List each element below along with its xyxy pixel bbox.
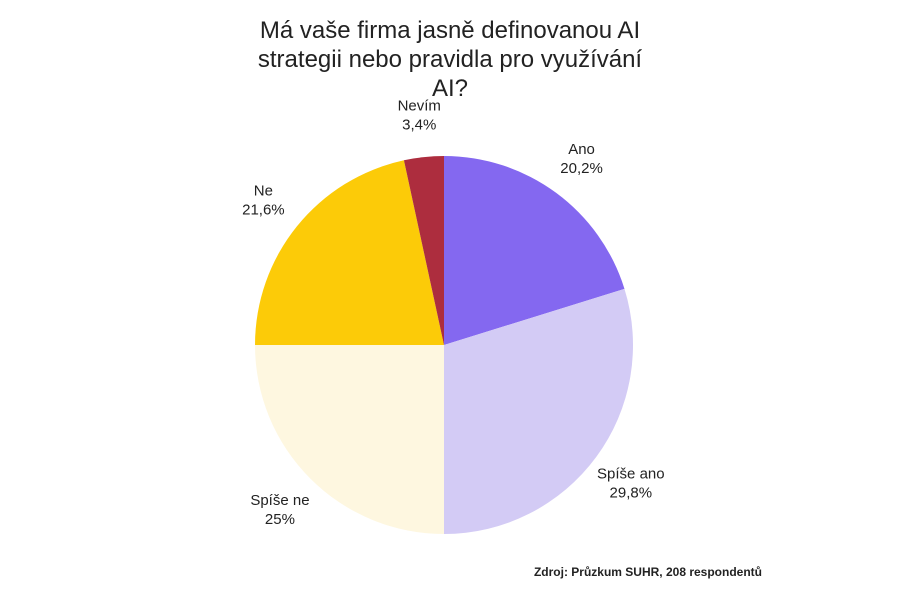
slice-label-ano: Ano	[568, 141, 595, 158]
slice-label-nevim: Nevím	[398, 97, 441, 114]
pie-labels: Ano 20,2% Spíše ano 29,8% Spíše ne 25% Ne 21,6%…	[242, 97, 664, 528]
slice-value-spise-ne: 25%	[265, 511, 295, 528]
pie-slice-ano	[444, 156, 625, 345]
chart-title: Má vaše firma jasně definovanou AI strat…	[257, 17, 643, 102]
slice-label-spise-ano: Spíše ano	[597, 466, 665, 483]
source-note: Zdroj: Průzkum SUHR, 208 respondentů	[533, 565, 762, 579]
pie-slice-spise-ne	[255, 345, 444, 534]
pie-slice-ne	[255, 160, 444, 345]
slice-value-ano: 20,2%	[560, 160, 603, 177]
slice-value-nevim: 3,4%	[402, 116, 436, 133]
pie-slice-nevim	[403, 156, 444, 345]
slice-value-ne: 21,6%	[242, 201, 285, 218]
slice-label-ne: Ne	[254, 182, 273, 199]
slice-label-spise-ne: Spíše ne	[250, 492, 309, 509]
pie-slices	[255, 156, 633, 534]
pie-slice-spise-ano	[444, 288, 633, 534]
slice-value-spise-ano: 29,8%	[610, 485, 653, 502]
